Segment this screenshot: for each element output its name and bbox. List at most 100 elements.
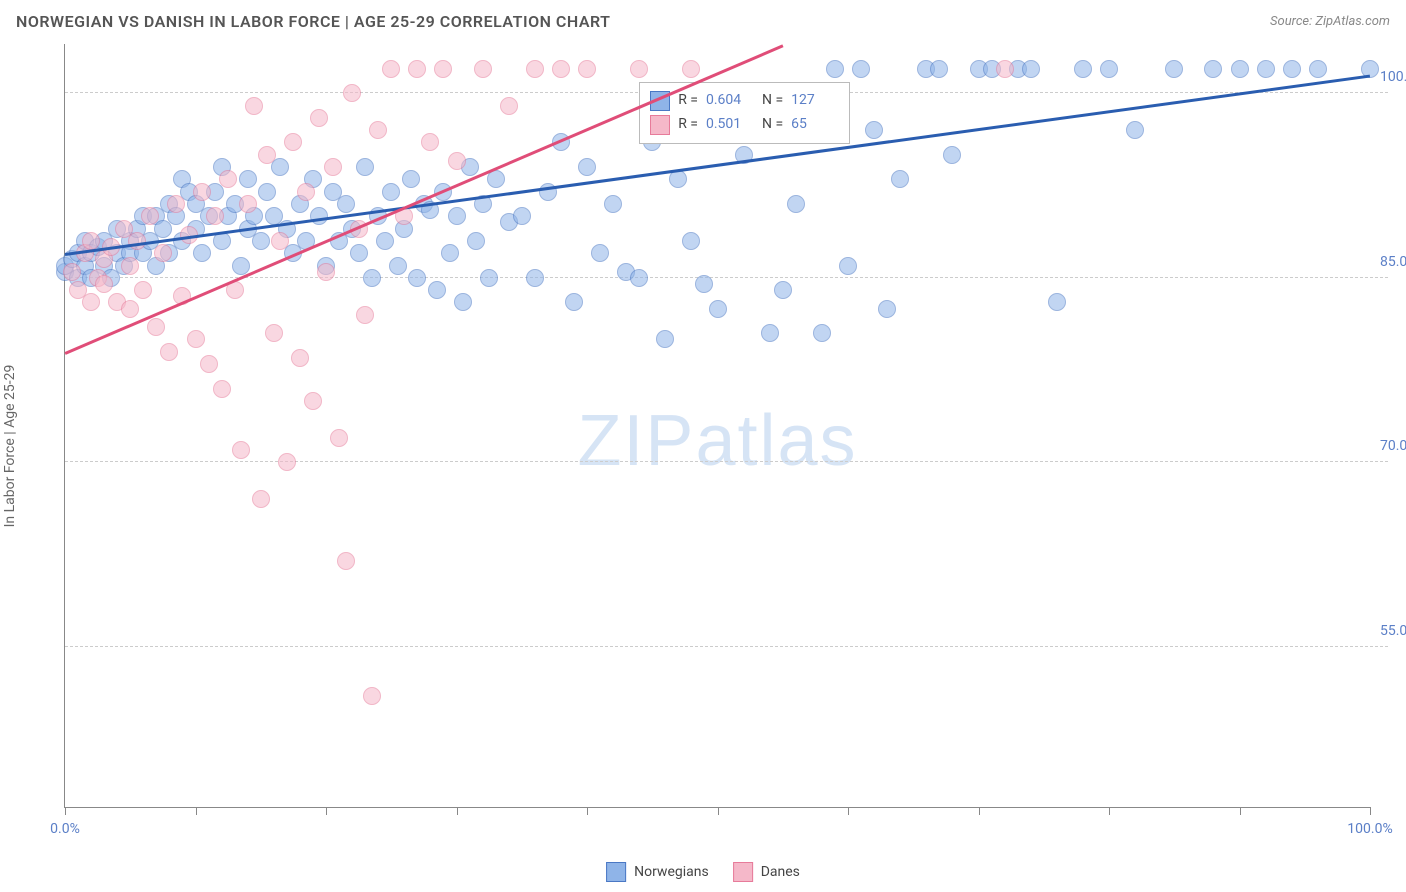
watermark-thin: atlas [695,401,857,481]
data-point [1309,60,1327,78]
data-point [63,263,81,281]
data-point [454,293,472,311]
data-point [337,195,355,213]
data-point [1022,60,1040,78]
data-point [1231,60,1249,78]
data-point [350,244,368,262]
data-point [213,380,231,398]
data-point [297,183,315,201]
data-point [271,232,289,250]
y-tick-label: 55.0% [1380,623,1406,639]
data-point [239,170,257,188]
bottom-legend: NorwegiansDanes [606,862,800,882]
y-tick-label: 70.0% [1380,438,1406,454]
x-tick [196,807,197,815]
data-point [865,121,883,139]
data-point [761,324,779,342]
data-point [258,146,276,164]
data-point [258,183,276,201]
legend-swatch [650,115,670,135]
data-point [448,207,466,225]
data-point [121,257,139,275]
data-point [552,60,570,78]
data-point [356,306,374,324]
data-point [206,207,224,225]
data-point [996,60,1014,78]
stats-legend-row: R =0.604N =127 [650,89,839,113]
scatter-plot: ZIPatlas 55.0%70.0%85.0%100.0%0.0%100.0%… [64,44,1370,808]
data-point [160,343,178,361]
data-point [682,232,700,250]
legend-n-value: 65 [791,113,839,137]
data-point [324,158,342,176]
data-point [709,300,727,318]
data-point [1074,60,1092,78]
data-point [630,60,648,78]
data-point [284,133,302,151]
data-point [891,170,909,188]
x-tick [848,807,849,815]
data-point [1165,60,1183,78]
data-point [252,232,270,250]
watermark: ZIPatlas [577,400,857,482]
x-tick [65,807,66,815]
data-point [154,244,172,262]
data-point [1048,293,1066,311]
grid-line [65,277,1388,278]
legend-item: Danes [733,862,800,882]
data-point [682,60,700,78]
data-point [428,281,446,299]
grid-line [65,461,1388,462]
data-point [291,349,309,367]
data-point [630,269,648,287]
data-point [187,330,205,348]
data-point [852,60,870,78]
chart-title: NORWEGIAN VS DANISH IN LABOR FORCE | AGE… [16,12,611,31]
data-point [943,146,961,164]
x-tick [718,807,719,815]
x-tick [457,807,458,815]
data-point [774,281,792,299]
legend-swatch [733,862,753,882]
data-point [245,97,263,115]
data-point [232,257,250,275]
data-point [656,330,674,348]
data-point [578,158,596,176]
data-point [82,232,100,250]
data-point [813,324,831,342]
data-point [526,269,544,287]
data-point [695,275,713,293]
data-point [474,60,492,78]
data-point [565,293,583,311]
y-tick-label: 100.0% [1380,69,1406,85]
data-point [1126,121,1144,139]
stats-legend-row: R =0.501N =65 [650,113,839,137]
data-point [591,244,609,262]
data-point [134,281,152,299]
legend-n-value: 127 [791,89,839,113]
data-point [128,232,146,250]
data-point [382,183,400,201]
data-point [930,60,948,78]
data-point [382,60,400,78]
legend-label: Danes [761,864,800,880]
data-point [232,441,250,459]
data-point [193,183,211,201]
data-point [200,355,218,373]
data-point [219,170,237,188]
x-tick [1240,807,1241,815]
data-point [363,687,381,705]
data-point [82,293,100,311]
data-point [363,269,381,287]
legend-swatch [606,862,626,882]
x-tick-label: 100.0% [1347,821,1392,837]
data-point [271,158,289,176]
data-point [839,257,857,275]
data-point [330,429,348,447]
data-point [513,207,531,225]
grid-line [65,646,1388,647]
data-point [1204,60,1222,78]
data-point [343,84,361,102]
chart-area: In Labor Force | Age 25-29 ZIPatlas 55.0… [16,44,1390,848]
data-point [317,263,335,281]
